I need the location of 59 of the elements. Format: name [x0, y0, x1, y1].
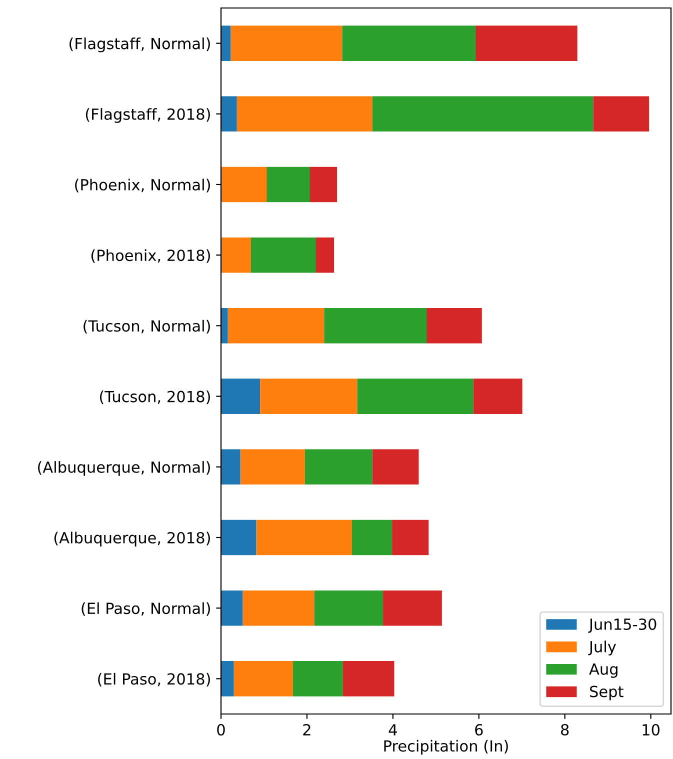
y-tick-label: (Tucson, Normal) — [84, 320, 210, 334]
x-tick-label: 2 — [303, 724, 310, 736]
bar — [234, 661, 293, 696]
bar — [228, 308, 324, 344]
x-tick-label: 8 — [561, 724, 569, 736]
bar — [475, 26, 578, 61]
bar — [236, 96, 372, 132]
bar — [593, 96, 650, 132]
bar — [221, 449, 240, 485]
y-tick-label: (El Paso, Normal) — [82, 602, 210, 616]
x-tick-label: 0 — [217, 724, 225, 736]
x-tick-label: 4 — [388, 724, 397, 736]
y-tick-label: (Phoenix, Normal) — [75, 178, 210, 192]
bar — [266, 166, 310, 202]
bar — [221, 237, 251, 273]
bar — [230, 26, 342, 61]
bar — [242, 590, 314, 626]
bar — [310, 166, 338, 202]
bar — [473, 378, 522, 414]
bar — [221, 590, 242, 626]
x-tick-label: 6 — [475, 724, 483, 736]
bar — [240, 449, 305, 485]
y-tick-label: (Albuquerque, 2018) — [54, 532, 210, 546]
bar — [221, 26, 230, 61]
bar — [256, 520, 352, 556]
y-tick-label: (Flagstaff, 2018) — [86, 108, 210, 123]
bar — [221, 520, 256, 556]
legend-label: Sept — [590, 686, 624, 700]
legend-label: July — [588, 640, 616, 656]
bar — [316, 237, 334, 273]
bar — [221, 661, 234, 696]
y-tick-label: (Phoenix, 2018) — [91, 249, 210, 263]
bar — [292, 661, 343, 696]
bar — [357, 378, 474, 414]
bar — [304, 449, 372, 485]
bar — [383, 590, 442, 626]
bar — [372, 449, 419, 485]
y-tick-label: (El Paso, 2018) — [98, 672, 210, 687]
bar — [260, 378, 358, 414]
bar — [221, 166, 267, 202]
x-tick-label: 10 — [642, 724, 660, 736]
bar — [221, 308, 228, 344]
bar — [392, 520, 429, 556]
legend-label: Jun15-30 — [588, 618, 656, 633]
legend-label: Aug — [589, 664, 618, 678]
y-tick-label: (Tucson, 2018) — [100, 390, 210, 404]
bar — [324, 308, 426, 344]
x-axis-title: Precipitation (In) — [384, 740, 508, 755]
bar — [314, 590, 384, 626]
bar — [342, 661, 394, 696]
bar — [221, 378, 260, 414]
bar — [221, 96, 237, 132]
bar — [342, 26, 476, 61]
y-tick-label: (Flagstaff, Normal) — [70, 37, 210, 52]
bar — [250, 237, 316, 273]
y-tick-label: (Albuquerque, Normal) — [38, 461, 210, 476]
bar — [426, 308, 482, 344]
bar — [352, 520, 392, 556]
bar — [372, 96, 594, 132]
